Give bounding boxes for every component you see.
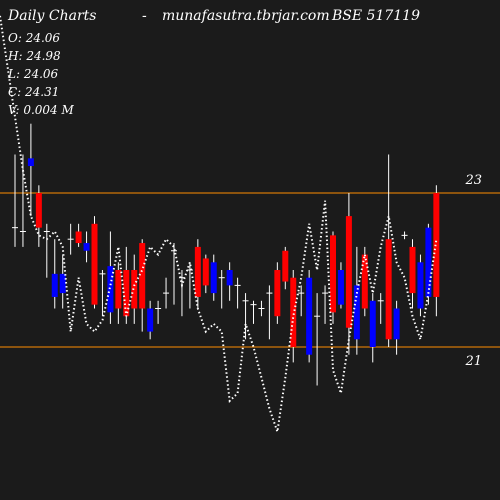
candle-body xyxy=(51,273,58,297)
candle xyxy=(83,231,90,263)
candle xyxy=(123,246,130,324)
candle xyxy=(337,262,344,309)
volume-value: V: 0.004 M xyxy=(8,103,74,117)
candle xyxy=(250,300,257,324)
candle xyxy=(282,246,289,290)
candle xyxy=(361,246,368,317)
candle xyxy=(35,185,42,247)
candle-body xyxy=(345,216,352,328)
candle xyxy=(258,300,265,317)
candle xyxy=(409,239,416,309)
y-tick-label: 21 xyxy=(464,354,482,369)
candle xyxy=(147,300,154,340)
candle xyxy=(75,223,82,247)
candle-body xyxy=(75,231,82,244)
candle xyxy=(290,270,297,363)
candle xyxy=(155,300,162,324)
header-separator: - xyxy=(142,8,147,24)
candle-body xyxy=(385,239,392,340)
candle-body xyxy=(27,158,34,167)
candle-body xyxy=(147,308,154,332)
candle-body xyxy=(83,243,90,251)
candle xyxy=(67,223,74,255)
candle-body xyxy=(290,277,297,347)
candle xyxy=(322,285,329,324)
open-value: O: 24.06 xyxy=(8,31,60,45)
candle-body xyxy=(337,270,344,305)
candle-body xyxy=(393,308,400,340)
candle xyxy=(242,293,249,340)
candle xyxy=(433,185,440,317)
candle-body xyxy=(210,262,217,294)
ticker-symbol: BSE 517119 xyxy=(331,8,420,24)
candle-body xyxy=(353,285,360,340)
chart-title: Daily Charts xyxy=(7,8,96,24)
candle-body xyxy=(369,300,376,347)
candle xyxy=(202,254,209,294)
candle-body xyxy=(361,254,368,309)
candle xyxy=(43,223,50,278)
candle-body xyxy=(425,227,432,297)
candle-body xyxy=(35,193,42,228)
low-value: L: 24.06 xyxy=(7,67,59,81)
candle xyxy=(91,216,98,309)
candle xyxy=(27,123,34,217)
candle xyxy=(345,193,352,355)
candle xyxy=(59,254,66,309)
y-tick-label: 23 xyxy=(464,173,482,188)
candle xyxy=(210,254,217,301)
candle-body xyxy=(202,258,209,286)
candle xyxy=(218,270,225,309)
candle-body xyxy=(139,243,146,309)
candle-body xyxy=(274,270,281,317)
candle xyxy=(194,239,201,309)
site-name: munafasutra.tbrjar.com xyxy=(162,8,330,24)
candle xyxy=(401,231,408,240)
candle xyxy=(51,239,58,309)
candle xyxy=(266,285,273,340)
candle xyxy=(163,277,170,309)
candle xyxy=(99,270,106,317)
candle xyxy=(19,154,26,247)
candle-body xyxy=(409,246,416,294)
candle xyxy=(393,300,400,355)
candle xyxy=(377,293,384,324)
candle-body xyxy=(282,250,289,282)
candle xyxy=(385,154,392,347)
candle xyxy=(226,262,233,301)
candle xyxy=(417,254,424,317)
gridlines: 23 21 xyxy=(0,173,500,369)
candle xyxy=(314,293,321,386)
candle-body xyxy=(194,246,201,297)
candles xyxy=(12,123,440,386)
candle xyxy=(369,293,376,363)
candle-body xyxy=(417,262,424,309)
candle-body xyxy=(91,223,98,305)
candle-body xyxy=(330,235,336,313)
candle xyxy=(330,231,336,324)
candle xyxy=(12,154,18,247)
candle xyxy=(115,262,122,324)
candle-body xyxy=(59,273,66,294)
candle xyxy=(274,262,281,324)
candle-body xyxy=(115,270,122,309)
candle-body xyxy=(123,270,130,317)
candle-body xyxy=(226,270,233,286)
close-value: C: 24.31 xyxy=(8,85,59,99)
candle xyxy=(171,243,177,305)
high-value: H: 24.98 xyxy=(7,49,61,63)
candle-body xyxy=(306,277,313,355)
candle xyxy=(353,246,360,355)
candle xyxy=(306,270,313,363)
candle xyxy=(139,239,146,332)
candle xyxy=(234,277,241,309)
candle xyxy=(425,223,432,305)
candle xyxy=(298,285,305,317)
